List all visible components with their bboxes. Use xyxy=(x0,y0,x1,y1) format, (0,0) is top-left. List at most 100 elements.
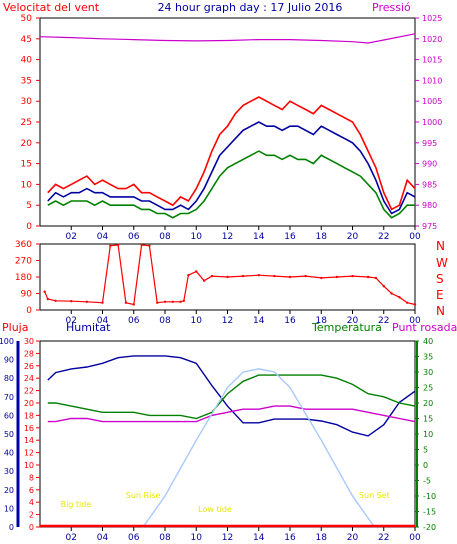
direction-point xyxy=(398,296,401,299)
rain-y-tick-label: 60 xyxy=(4,411,14,420)
wind-y-tick-label: 0 xyxy=(26,222,32,232)
series-line-temperature xyxy=(47,374,416,420)
temp-y-tick-label: 15 xyxy=(423,415,433,424)
weather-x-tick-label: 10 xyxy=(191,533,203,543)
series-line-average xyxy=(47,121,416,215)
humidity-y-tick-label: 16 xyxy=(24,424,34,433)
pressure-y-tick-label: 1025 xyxy=(422,14,442,23)
direction-point xyxy=(140,243,143,247)
wind-y-tick-label: 50 xyxy=(21,14,33,24)
direction-x-tick-label: 06 xyxy=(128,316,140,326)
direction-point xyxy=(156,301,159,304)
direction-y-tick-label: 180 xyxy=(15,273,32,283)
wind-speed-title: Velocitat del vent xyxy=(3,1,100,14)
direction-point xyxy=(187,274,190,277)
humidity-y-tick-label: 6 xyxy=(29,486,34,495)
direction-y-tick-label: 270 xyxy=(15,257,32,267)
direction-point xyxy=(116,243,120,247)
rain-label: Pluja xyxy=(2,321,28,334)
pressure-y-tick-label: 1020 xyxy=(422,35,442,44)
wind-x-tick-label: 02 xyxy=(66,232,77,242)
direction-x-tick-label: 02 xyxy=(66,316,77,326)
direction-x-tick-label: 16 xyxy=(284,316,296,326)
direction-point xyxy=(226,275,229,279)
direction-x-tick-label: 14 xyxy=(253,316,265,326)
weather-x-tick-label: 12 xyxy=(222,533,233,543)
series-line-speed xyxy=(47,150,415,219)
humidity-y-tick-label: 18 xyxy=(24,411,34,420)
temp-y-tick-label: 20 xyxy=(423,399,433,408)
pressure-y-tick-label: 1005 xyxy=(422,97,442,106)
wind-x-tick-label: 14 xyxy=(253,232,265,242)
pressure-y-tick-label: 1015 xyxy=(422,56,442,65)
rain-y-tick-label: 90 xyxy=(4,356,14,365)
temp-y-tick-label: 30 xyxy=(423,368,433,377)
rain-y-tick-label: 70 xyxy=(4,393,14,402)
rain-y-tick-label: 50 xyxy=(4,430,14,439)
temp-y-tick-label: 10 xyxy=(423,430,433,439)
direction-point xyxy=(70,300,73,303)
direction-x-tick-label: 04 xyxy=(97,316,109,326)
direction-point xyxy=(202,279,206,282)
direction-point xyxy=(182,299,185,302)
humidity-y-tick-label: 0 xyxy=(29,523,34,532)
weather-x-tick-label: 04 xyxy=(97,533,109,543)
direction-x-tick-label: 12 xyxy=(222,316,233,326)
temp-y-tick-label: -20 xyxy=(423,523,436,532)
pressure-y-tick-label: 1010 xyxy=(422,76,442,85)
weather-x-tick-label: 06 xyxy=(128,533,140,543)
humidity-y-tick-label: 14 xyxy=(24,436,34,445)
pressure-y-tick-label: 980 xyxy=(422,201,437,210)
humidity-y-tick-label: 10 xyxy=(24,461,34,470)
wind-x-tick-label: 22 xyxy=(378,232,389,242)
temp-y-tick-label: 0 xyxy=(423,461,428,470)
direction-x-tick-label: 22 xyxy=(378,316,389,326)
wind-x-tick-label: 06 xyxy=(128,232,140,242)
series-line-humidity xyxy=(47,355,416,437)
weather-x-tick-label: 08 xyxy=(159,533,171,543)
rain-y-tick-label: 80 xyxy=(4,374,14,383)
rain-y-tick-label: 20 xyxy=(4,486,14,495)
direction-point xyxy=(46,297,49,301)
wind-y-tick-label: 40 xyxy=(21,56,33,66)
compass-label-n-top: N xyxy=(436,239,445,253)
wind-x-tick-label: 10 xyxy=(191,232,203,242)
direction-point xyxy=(179,300,182,303)
annotation-label: Sun Set xyxy=(359,491,390,500)
annotation-label: Big tide xyxy=(61,500,92,509)
direction-point xyxy=(132,303,135,306)
wind-x-tick-label: 20 xyxy=(347,232,359,242)
temp-y-tick-label: 5 xyxy=(423,446,428,455)
wind-y-tick-label: 15 xyxy=(21,160,32,170)
rain-y-tick-label: 40 xyxy=(4,449,14,458)
weather-x-tick-label: 20 xyxy=(347,533,359,543)
weather-x-tick-label: 02 xyxy=(66,533,77,543)
wind-y-tick-label: 45 xyxy=(21,35,32,45)
rain-y-tick-label: 0 xyxy=(9,523,14,532)
wind-panel-frame xyxy=(39,17,416,227)
direction-point xyxy=(413,303,417,306)
wind-x-tick-label: 16 xyxy=(284,232,296,242)
direction-point xyxy=(43,290,46,293)
direction-point xyxy=(148,244,151,247)
direction-point xyxy=(241,274,245,278)
direction-x-tick-label: 00 xyxy=(409,316,421,326)
wind-y-tick-label: 10 xyxy=(21,180,33,190)
humidity-y-tick-label: 24 xyxy=(24,374,34,383)
humidity-y-tick-label: 12 xyxy=(24,449,34,458)
compass-label-w: W xyxy=(436,256,448,270)
wind-y-tick-label: 35 xyxy=(21,76,32,86)
compass-label-e: E xyxy=(436,288,444,302)
weather-x-tick-label: 22 xyxy=(378,533,389,543)
direction-point xyxy=(210,274,214,278)
direction-point xyxy=(124,301,128,304)
direction-y-tick-label: 0 xyxy=(26,306,32,316)
temperature-label: Temperatura xyxy=(311,321,382,334)
pressure-y-tick-label: 985 xyxy=(422,180,437,189)
direction-point xyxy=(101,301,104,304)
wind-x-tick-label: 18 xyxy=(316,232,328,242)
humidity-y-tick-label: 26 xyxy=(24,362,34,371)
direction-point xyxy=(273,274,276,278)
annotation-label: Low tide xyxy=(198,505,232,514)
